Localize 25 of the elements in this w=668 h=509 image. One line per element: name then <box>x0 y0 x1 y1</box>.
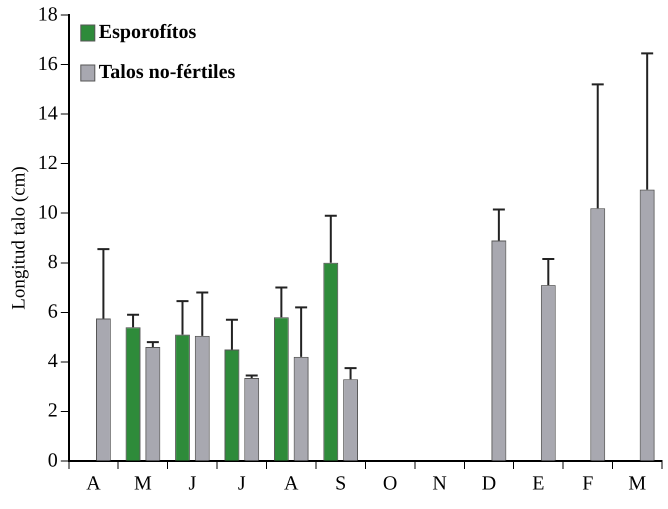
x-tick-label: J <box>238 472 246 494</box>
y-tick-label: 2 <box>48 400 58 422</box>
y-tick-label: 10 <box>38 201 58 224</box>
x-tick-label: E <box>532 472 545 494</box>
y-tick-label: 18 <box>38 3 58 26</box>
y-tick-label: 16 <box>38 52 58 75</box>
y-tick-label: 4 <box>48 350 58 372</box>
x-tick-label: D <box>482 472 496 494</box>
y-tick-label: 6 <box>48 300 58 323</box>
x-tick-label: J <box>188 472 196 494</box>
y-tick-label: 12 <box>38 152 58 174</box>
y-axis-title: Longitud talo (cm) <box>8 166 30 310</box>
x-tick-label: O <box>382 472 398 494</box>
x-tick-label: M <box>134 472 152 494</box>
x-tick-label: M <box>628 472 646 494</box>
x-tick-label: A <box>86 472 102 494</box>
x-tick-label: F <box>582 472 594 494</box>
x-tick-label: A <box>284 472 300 494</box>
y-tick-label: 14 <box>38 102 58 124</box>
legend-label: Esporofítos <box>98 21 196 44</box>
y-tick-label: 8 <box>48 251 58 274</box>
x-tick-label: S <box>335 472 346 494</box>
y-tick-label: 0 <box>48 449 58 472</box>
x-tick-label: N <box>432 472 447 494</box>
legend-label: Talos no-fértiles <box>98 61 236 84</box>
